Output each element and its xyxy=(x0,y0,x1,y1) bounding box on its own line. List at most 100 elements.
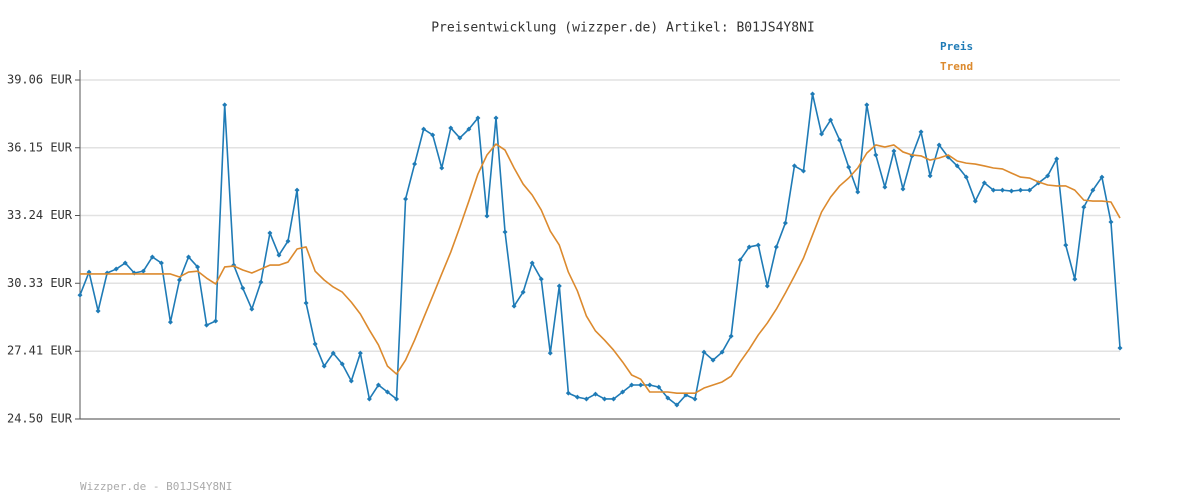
data-point xyxy=(285,238,291,244)
data-point xyxy=(864,102,870,108)
data-point xyxy=(556,283,562,289)
data-point xyxy=(846,164,852,170)
data-point xyxy=(1054,156,1060,162)
data-point xyxy=(882,184,888,190)
data-point xyxy=(502,229,508,235)
data-point xyxy=(819,131,825,137)
data-point xyxy=(321,363,327,369)
data-point xyxy=(900,186,906,192)
data-point xyxy=(710,357,716,363)
data-point xyxy=(475,115,481,121)
data-point xyxy=(122,260,128,266)
data-point xyxy=(186,254,192,260)
data-point xyxy=(855,189,861,195)
data-point xyxy=(195,264,201,270)
data-point xyxy=(1081,204,1087,210)
data-point xyxy=(837,137,843,143)
data-point xyxy=(421,126,427,132)
data-point xyxy=(95,308,101,314)
legend-label: Preis xyxy=(940,40,973,53)
data-point xyxy=(104,270,110,276)
footer: Wizzper.de - B01JS4Y8NI xyxy=(80,480,232,493)
data-point xyxy=(972,198,978,204)
series-line xyxy=(79,93,1121,406)
data-point xyxy=(638,382,644,388)
data-point xyxy=(394,396,400,402)
data-point xyxy=(258,279,264,285)
data-point xyxy=(294,187,300,193)
data-point xyxy=(999,187,1005,193)
data-point xyxy=(755,242,761,248)
series-line xyxy=(80,143,1121,394)
data-point xyxy=(1072,276,1078,282)
data-point xyxy=(439,165,445,171)
data-point xyxy=(348,378,354,384)
legend-label: Trend xyxy=(940,60,973,73)
data-point xyxy=(1018,187,1024,193)
data-point xyxy=(276,252,282,258)
data-point xyxy=(583,396,589,402)
data-point xyxy=(366,396,372,402)
data-point xyxy=(990,187,996,193)
data-point xyxy=(529,260,535,266)
data-point xyxy=(412,161,418,167)
data-point xyxy=(981,180,987,186)
data-point xyxy=(647,382,653,388)
data-point xyxy=(918,129,924,135)
data-point xyxy=(656,384,662,390)
data-point xyxy=(176,277,182,283)
data-point xyxy=(954,163,960,169)
data-point xyxy=(403,196,409,202)
chart-title: Preisentwicklung (wizzper.de) Artikel: B… xyxy=(431,21,815,36)
data-point xyxy=(520,289,526,295)
data-point xyxy=(312,341,318,347)
data-point xyxy=(828,117,834,123)
data-point xyxy=(620,389,626,395)
data-point xyxy=(746,244,752,250)
data-point xyxy=(457,135,463,141)
data-point xyxy=(565,390,571,396)
data-point xyxy=(547,350,553,356)
data-point xyxy=(330,350,336,356)
y-tick-label: 36.15 EUR xyxy=(7,140,73,154)
data-point xyxy=(1027,187,1033,193)
data-point xyxy=(511,303,517,309)
y-tick-label: 33.24 EUR xyxy=(7,208,73,222)
data-point xyxy=(466,126,472,132)
y-tick-label: 30.33 EUR xyxy=(7,276,73,290)
data-point xyxy=(538,276,544,282)
data-point xyxy=(384,389,390,395)
data-point xyxy=(873,152,879,158)
data-point xyxy=(674,402,680,408)
data-point xyxy=(602,396,608,402)
data-point xyxy=(665,395,671,401)
data-point xyxy=(782,220,788,226)
data-point xyxy=(249,306,255,312)
data-point xyxy=(1090,187,1096,193)
data-point xyxy=(764,283,770,289)
y-tick-label: 27.41 EUR xyxy=(7,344,73,358)
data-point xyxy=(936,142,942,148)
data-point xyxy=(303,300,309,306)
data-point xyxy=(77,292,83,298)
data-point xyxy=(213,318,219,324)
data-point xyxy=(701,349,707,355)
data-point xyxy=(167,319,173,325)
data-point xyxy=(728,333,734,339)
data-point xyxy=(791,163,797,169)
data-point xyxy=(204,322,210,328)
data-point xyxy=(339,361,345,367)
data-point xyxy=(629,382,635,388)
data-point xyxy=(737,257,743,263)
y-tick-label: 24.50 EUR xyxy=(7,412,73,426)
data-point xyxy=(592,391,598,397)
data-point xyxy=(963,174,969,180)
data-point xyxy=(140,268,146,274)
data-point xyxy=(267,230,273,236)
data-point xyxy=(493,115,499,121)
data-point xyxy=(927,173,933,179)
data-point xyxy=(574,394,580,400)
data-point xyxy=(1108,219,1114,225)
data-point xyxy=(891,148,897,154)
